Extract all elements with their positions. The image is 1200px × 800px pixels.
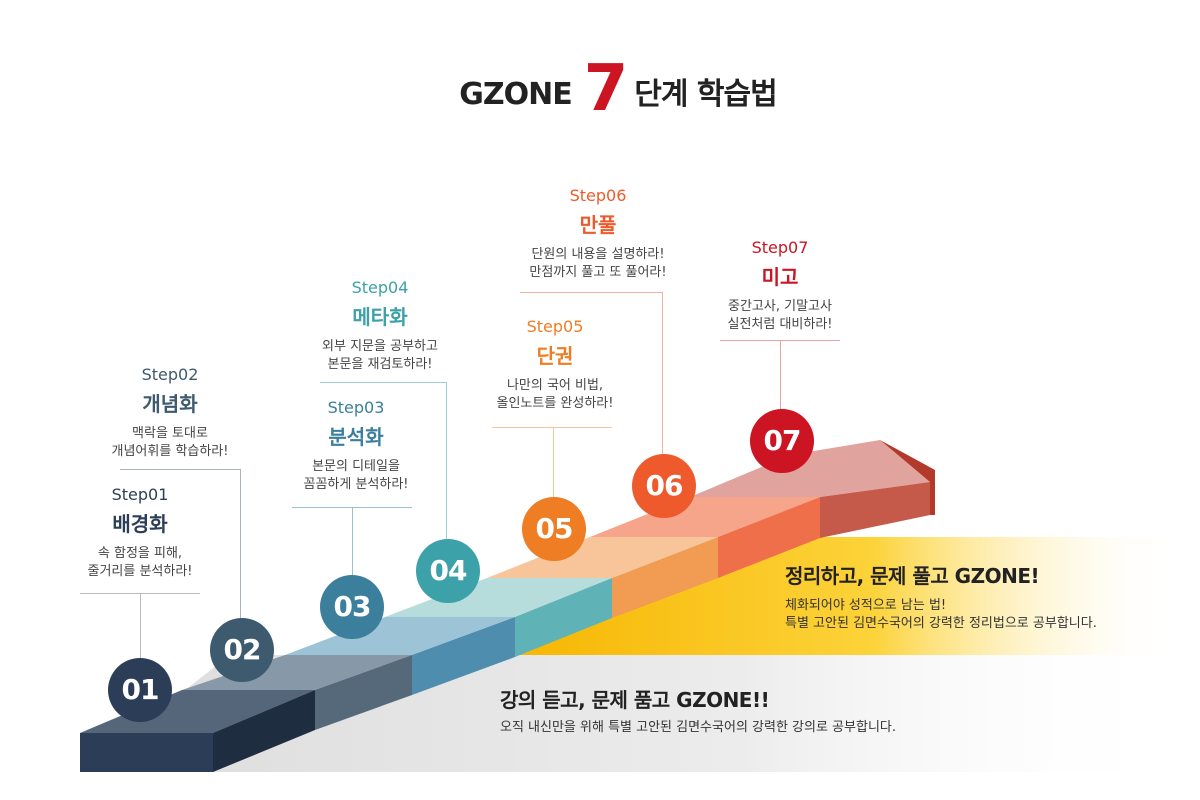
title-rest: 단계 학습법 [634,77,777,112]
underline-03 [292,507,412,508]
step-description: 단원의 내용을 설명하라! 만점까지 풀고 또 풀어라! [529,247,667,280]
step-number-label: Step05 [526,317,584,336]
title-number: 7 [583,52,629,126]
page-title: GZONE 7 단계 학습법 [0,52,1200,126]
connector-line-05 [553,427,554,499]
step-circle-01: 01 [108,658,172,722]
step-block-02: Step02 개념화 맥락을 토대로 개념어휘를 학습하라! [80,365,260,461]
underline-04 [320,382,446,383]
title-brand: GZONE [459,77,572,112]
step-description: 맥락을 토대로 개념어휘를 학습하라! [111,426,229,459]
step-name: 분석화 [328,425,384,449]
caption-lecture-title: 강의 듣고, 문제 품고 GZONE!! [500,688,770,712]
step-circle-07: 07 [750,409,814,473]
step-circle-05: 05 [522,497,586,561]
connector-line-03 [352,507,353,579]
step-description: 나만의 국어 비법, 올인노트를 완성하라! [496,378,614,411]
caption-lecture-desc: 오직 내신만을 위해 특별 고안된 김면수국어의 강력한 강의로 공부합니다. [500,720,896,735]
caption-organize-desc: 체화되어야 성적으로 남는 법! 특별 고안된 김면수국어의 강력한 정리법으로… [785,598,1097,631]
caption-organize: 정리하고, 문제 풀고 GZONE! 체화되어야 성적으로 남는 법! 특별 고… [785,560,1185,633]
step-description: 외부 지문을 공부하고 본문을 재검토하라! [322,339,438,372]
step-name: 단권 [536,344,574,368]
connector-line-01 [140,594,141,660]
step-number-label: Step01 [111,485,169,504]
step-block-01: Step01 배경화 속 함정을 피해, 줄거리를 분석하라! [50,485,230,581]
connector-line-04 [446,382,447,539]
step-block-04: Step04 메타화 외부 지문을 공부하고 본문을 재검토하라! [290,278,470,374]
step-description: 속 함정을 피해, 줄거리를 분석하라! [87,546,193,579]
step-block-07: Step07 미고 중간고사, 기말고사 실전처럼 대비하라! [690,238,870,334]
step-number-label: Step02 [141,365,199,384]
step-name: 개념화 [142,392,198,416]
connector-line-02 [240,469,241,619]
step-circle-03: 03 [320,575,384,639]
step-description: 본문의 디테일을 꼼꼼하게 분석하라! [303,459,409,492]
underline-06 [520,292,662,293]
connector-line-07 [780,340,781,410]
step-number-label: Step04 [351,278,409,297]
yellow-band [500,537,1180,655]
caption-organize-title: 정리하고, 문제 풀고 GZONE! [785,564,1040,588]
step-name: 메타화 [352,305,408,329]
step-number-label: Step06 [569,186,627,205]
step-number-label: Step07 [751,238,809,257]
caption-lecture: 강의 듣고, 문제 품고 GZONE!! 오직 내신만을 위해 특별 고안된 김… [500,684,1100,737]
step-name: 만풀 [579,213,617,237]
step-name: 미고 [761,265,799,289]
connector-line-06 [662,292,663,454]
step-circle-04: 04 [416,539,480,603]
step-circle-02: 02 [210,618,274,682]
step-block-03: Step03 분석화 본문의 디테일을 꼼꼼하게 분석하라! [266,398,446,494]
underline-07 [720,340,840,341]
underline-02 [120,469,240,470]
step-circle-06: 06 [632,454,696,518]
step-block-06: Step06 만풀 단원의 내용을 설명하라! 만점까지 풀고 또 풀어라! [508,186,688,282]
underline-01 [80,593,200,594]
step-name: 배경화 [112,512,168,536]
step-description: 중간고사, 기말고사 실전처럼 대비하라! [727,299,833,332]
step-block-05: Step05 단권 나만의 국어 비법, 올인노트를 완성하라! [465,317,645,413]
step-number-label: Step03 [327,398,385,417]
underline-05 [492,427,612,428]
